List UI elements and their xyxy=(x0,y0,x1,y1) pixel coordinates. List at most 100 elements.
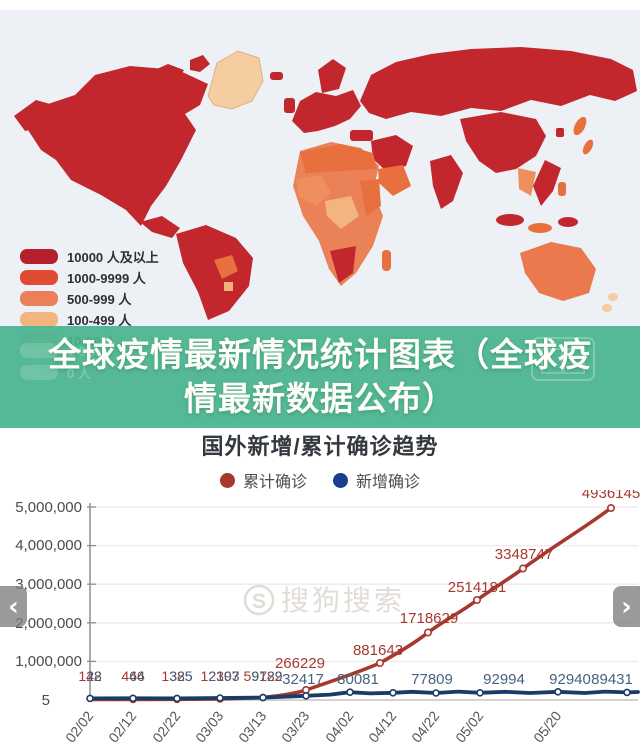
region-alaska xyxy=(14,100,57,131)
gridlines xyxy=(90,506,638,663)
legend-swatch-100-499 xyxy=(20,312,58,327)
svg-text:3,000,000: 3,000,000 xyxy=(15,576,82,593)
legend-swatch-10000plus xyxy=(20,249,58,264)
legend-label: 1-9 人 xyxy=(67,343,103,359)
region-indochina xyxy=(518,168,536,196)
svg-text:05/20: 05/20 xyxy=(530,708,564,746)
region-arctic-islands-2 xyxy=(190,55,210,72)
svg-text:5,000,000: 5,000,000 xyxy=(15,499,82,516)
next-arrow-button[interactable]: › xyxy=(613,586,640,627)
svg-text:1718629: 1718629 xyxy=(400,610,458,627)
legend-label: 1000-9999 人 xyxy=(67,271,146,286)
svg-text:04/02: 04/02 xyxy=(322,708,356,746)
svg-text:03/03: 03/03 xyxy=(192,708,226,746)
region-china xyxy=(460,112,546,173)
svg-text:59182: 59182 xyxy=(244,668,283,684)
chart-legend: 累计确诊 新增确诊 xyxy=(0,468,640,492)
sogou-watermark: S 搜狗搜索 xyxy=(243,584,402,616)
region-se-asia xyxy=(533,160,561,206)
region-turkey xyxy=(350,130,373,141)
map-legend-item-hidden: 0 人 xyxy=(20,362,91,382)
svg-text:02/22: 02/22 xyxy=(149,708,183,746)
new-cases-dot-icon xyxy=(333,472,348,488)
legend-swatch-0 xyxy=(20,364,58,380)
region-russia xyxy=(360,47,637,119)
region-japan-south xyxy=(582,139,594,155)
cumulative-dot-icon xyxy=(219,472,235,488)
svg-text:881643: 881643 xyxy=(353,642,403,659)
svg-text:64: 64 xyxy=(129,668,145,684)
region-west-africa xyxy=(296,175,331,206)
chart-title: 国外新增/累计确诊趋势 xyxy=(201,434,439,459)
page-title-line2: 情最新数据公布） xyxy=(184,380,456,417)
svg-text:92940: 92940 xyxy=(549,671,591,688)
legend-item-new[interactable]: 新增确诊 xyxy=(333,468,420,492)
x-tick-labels: 02/02 02/12 02/22 03/03 03/13 03/23 04/0… xyxy=(62,708,564,746)
world-map xyxy=(14,47,637,320)
legend-item-label: 累计确诊 xyxy=(242,474,307,491)
svg-text:89431: 89431 xyxy=(591,671,633,688)
svg-text:9729: 9729 xyxy=(251,668,282,684)
svg-text:03/13: 03/13 xyxy=(235,708,269,746)
new-cases-line xyxy=(88,689,640,701)
svg-text:2,000,000: 2,000,000 xyxy=(15,615,82,632)
legend-swatch-500-999 xyxy=(20,291,58,306)
y-tick-labels: 5,000,000 4,000,000 3,000,000 2,000,000 … xyxy=(15,499,82,709)
region-new-zealand-south xyxy=(602,304,612,312)
region-arctic-islands xyxy=(150,64,184,84)
region-south-africa xyxy=(330,246,356,283)
region-iceland xyxy=(270,72,283,80)
svg-text:04/12: 04/12 xyxy=(365,708,399,746)
new-cases-points xyxy=(86,687,631,703)
map-legend-item-hidden: 1-9 人 xyxy=(20,340,102,360)
region-north-africa xyxy=(300,144,377,173)
svg-text:266229: 266229 xyxy=(275,655,325,672)
region-south-america-tan xyxy=(224,282,233,291)
region-japan xyxy=(573,116,587,136)
world-map-panel: 10000 人及以上 1000-9999 人 500-999 人 100-499… xyxy=(0,10,640,349)
svg-text:1,000,000: 1,000,000 xyxy=(15,653,82,670)
svg-text:28: 28 xyxy=(86,668,102,684)
chevron-left-icon: ‹ xyxy=(8,591,19,622)
legend-item-cumulative[interactable]: 累计确诊 xyxy=(219,468,307,492)
svg-text:03/23: 03/23 xyxy=(278,708,312,746)
region-indonesia-west xyxy=(496,214,524,226)
chevron-right-icon: › xyxy=(621,591,632,622)
region-uk xyxy=(284,98,295,113)
trend-chart: S 搜狗搜索 5,000,000 4,000,000 3,000,000 2,0… xyxy=(15,490,640,746)
region-madagascar xyxy=(382,250,391,271)
region-korea xyxy=(556,128,564,137)
svg-text:3348747: 3348747 xyxy=(495,546,553,563)
region-philippines xyxy=(558,182,566,196)
svg-text:142: 142 xyxy=(78,668,102,684)
svg-text:77809: 77809 xyxy=(411,671,453,688)
legend-swatch-1-9 xyxy=(20,342,58,358)
map-ghost-button xyxy=(531,337,595,381)
region-arabia xyxy=(378,165,411,196)
svg-text:1385: 1385 xyxy=(161,668,192,684)
region-indonesia-mid xyxy=(528,223,552,233)
new-value-labels: 32417 80081 77809 92994 92940 89431 xyxy=(282,671,633,688)
page-title-line1: 全球疫情最新情况统计图表（全球疫 xyxy=(48,336,592,373)
region-east-africa xyxy=(360,179,381,216)
prev-arrow-button[interactable]: ‹ xyxy=(0,586,27,627)
svg-text:02/02: 02/02 xyxy=(62,708,96,746)
region-europe xyxy=(292,90,361,133)
region-new-zealand-north xyxy=(608,293,618,301)
svg-text:4936145: 4936145 xyxy=(582,490,640,502)
svg-text:92994: 92994 xyxy=(483,671,525,688)
region-australia xyxy=(520,242,596,301)
region-south-america xyxy=(176,225,253,320)
svg-text:02/12: 02/12 xyxy=(105,708,139,746)
map-legend-item: 1000-9999 人 xyxy=(20,267,159,288)
map-legend-item: 500-999 人 xyxy=(20,288,159,309)
cumulative-value-labels: 266229 881643 1718629 2514181 3348747 49… xyxy=(275,490,640,672)
region-south-america-orange xyxy=(214,255,238,279)
legend-swatch-1000-9999 xyxy=(20,270,58,285)
region-middle-east xyxy=(371,135,413,171)
map-legend-item: 100-499 人 xyxy=(20,309,159,330)
svg-text:4,000,000: 4,000,000 xyxy=(15,537,82,554)
legend-label: 100-499 人 xyxy=(67,313,132,328)
legend-label: 10000 人及以上 xyxy=(67,250,159,265)
